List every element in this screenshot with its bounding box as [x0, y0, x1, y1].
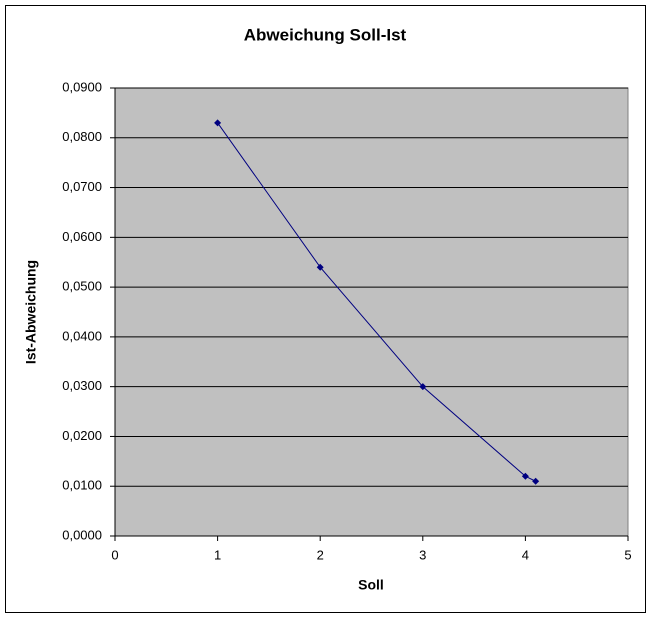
y-tick-label: 0,0300 [62, 378, 102, 393]
chart-title: Abweichung Soll-Ist [244, 25, 407, 44]
y-tick-label: 0,0500 [62, 279, 102, 294]
y-tick-label: 0,0700 [62, 179, 102, 194]
y-axis-label: Ist-Abweichung [23, 260, 39, 364]
y-tick-label: 0,0600 [62, 229, 102, 244]
x-axis-label: Soll [358, 577, 384, 593]
plot-area [114, 87, 629, 537]
y-tick-label: 0,0400 [62, 328, 102, 343]
data-point [419, 383, 427, 391]
x-tick-label: 5 [624, 547, 631, 562]
x-tick-label: 0 [111, 547, 118, 562]
x-tick-label: 2 [317, 547, 324, 562]
data-point [214, 119, 222, 127]
y-tick-label: 0,0200 [62, 428, 102, 443]
x-tick-label: 4 [522, 547, 529, 562]
data-point [532, 477, 540, 485]
y-tick-label: 0,0900 [62, 79, 102, 94]
data-point [316, 263, 324, 271]
y-tick-label: 0,0100 [62, 478, 102, 493]
y-tick-label: 0,0000 [62, 527, 102, 542]
y-tick-label: 0,0800 [62, 129, 102, 144]
data-point [521, 472, 529, 480]
x-tick-label: 3 [419, 547, 426, 562]
x-tick-label: 1 [214, 547, 221, 562]
